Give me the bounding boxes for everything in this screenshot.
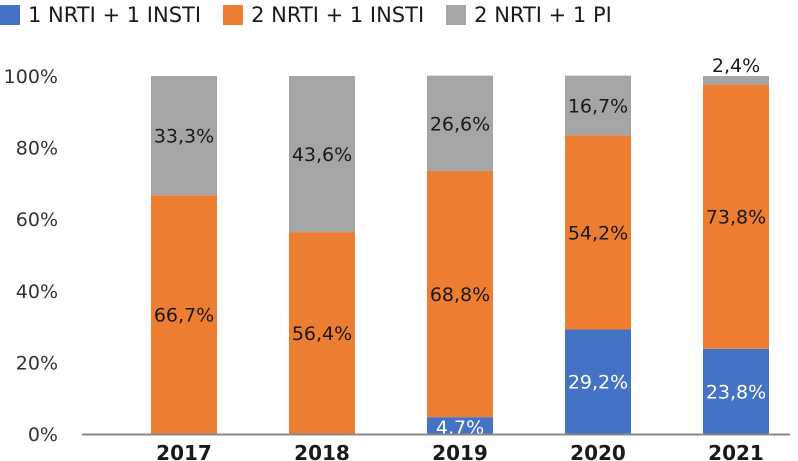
x-tick-label: 2021 bbox=[708, 441, 764, 461]
data-label: 26,6% bbox=[430, 113, 490, 135]
data-label: 54,2% bbox=[568, 222, 628, 244]
legend-swatch-orange bbox=[223, 5, 244, 25]
x-tick-label: 2019 bbox=[432, 441, 488, 461]
legend-label: 2 NRTI + 1 INSTI bbox=[251, 3, 425, 27]
bar-segment[interactable] bbox=[151, 76, 217, 196]
bar-segment[interactable] bbox=[427, 75, 493, 171]
data-label: 68,8% bbox=[430, 284, 490, 306]
legend: 1 NRTI + 1 INSTI 2 NRTI + 1 INSTI 2 NRTI… bbox=[0, 0, 634, 30]
legend-label: 1 NRTI + 1 INSTI bbox=[28, 3, 202, 27]
x-tick-label: 2020 bbox=[570, 441, 626, 461]
data-label: 66,7% bbox=[154, 305, 214, 327]
x-tick-label: 2018 bbox=[294, 441, 350, 461]
bar-segment[interactable] bbox=[703, 348, 769, 434]
legend-item-2nrti-1pi[interactable]: 2 NRTI + 1 PI bbox=[446, 3, 612, 27]
data-label: 4,7% bbox=[436, 417, 484, 439]
legend-item-2nrti-1insti[interactable]: 2 NRTI + 1 INSTI bbox=[223, 3, 424, 27]
data-label: 2,4% bbox=[712, 55, 760, 77]
y-tick-label: 80% bbox=[16, 138, 58, 160]
data-label: 29,2% bbox=[568, 372, 628, 394]
bar-segment[interactable] bbox=[565, 329, 631, 434]
legend-label: 2 NRTI + 1 PI bbox=[474, 3, 612, 27]
bar-segment[interactable] bbox=[289, 76, 355, 233]
bar-segment[interactable] bbox=[151, 195, 217, 434]
y-tick-label: 0% bbox=[28, 424, 58, 446]
data-label: 23,8% bbox=[706, 381, 766, 403]
bar-segment[interactable] bbox=[427, 170, 493, 418]
y-tick-label: 60% bbox=[16, 209, 58, 231]
data-label: 16,7% bbox=[568, 96, 628, 118]
data-label: 73,8% bbox=[706, 207, 766, 229]
y-tick-label: 100% bbox=[4, 66, 58, 88]
y-tick-label: 20% bbox=[16, 352, 58, 374]
bar-segment[interactable] bbox=[703, 84, 769, 349]
legend-swatch-blue bbox=[0, 5, 20, 25]
data-label: 56,4% bbox=[292, 323, 352, 345]
bar-segment[interactable] bbox=[565, 135, 631, 330]
legend-item-1nrti-1insti[interactable]: 1 NRTI + 1 INSTI bbox=[0, 3, 201, 27]
data-label: 33,3% bbox=[154, 126, 214, 148]
data-label: 43,6% bbox=[292, 144, 352, 166]
bar-segment[interactable] bbox=[703, 76, 769, 85]
bar-segment[interactable] bbox=[427, 417, 493, 434]
bar-segment[interactable] bbox=[565, 75, 631, 136]
x-tick-label: 2017 bbox=[156, 441, 212, 461]
bar-segment[interactable] bbox=[289, 232, 355, 434]
legend-swatch-gray bbox=[446, 5, 467, 25]
y-tick-label: 40% bbox=[16, 281, 58, 303]
